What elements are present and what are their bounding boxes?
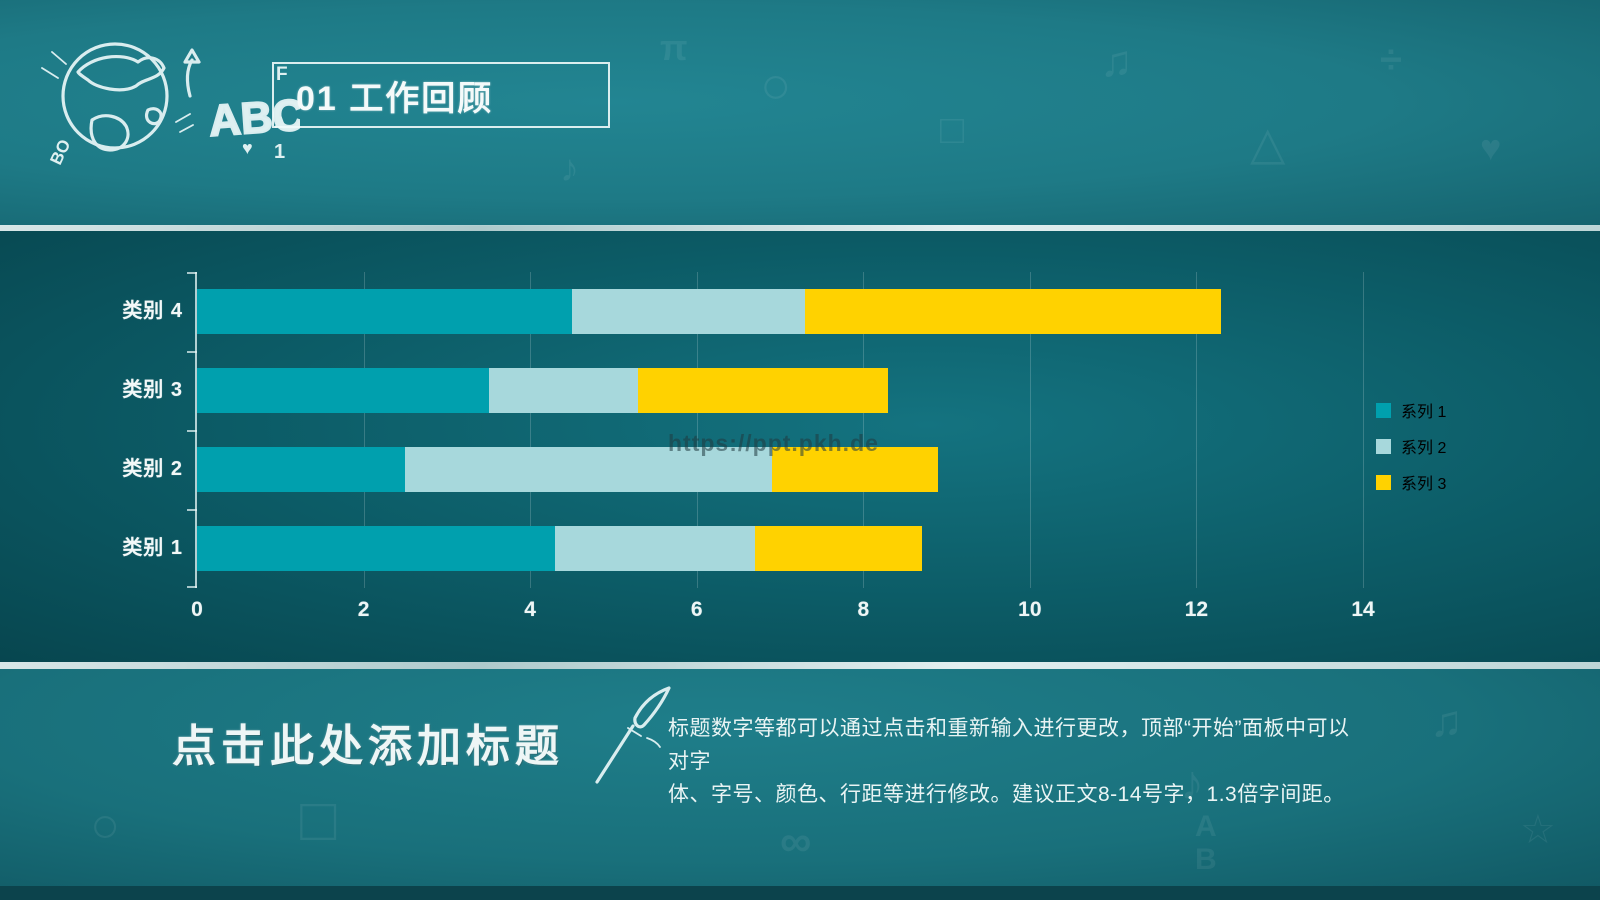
bar-segment-series-2 — [571, 289, 805, 334]
x-tick-label: 2 — [357, 598, 370, 621]
svg-text:♥: ♥ — [242, 138, 253, 158]
paintbrush-doodle-icon — [595, 686, 671, 784]
legend-swatch — [1376, 402, 1391, 418]
footer-title-placeholder[interactable]: 点击此处添加标题 — [172, 722, 564, 771]
bar-segment-series-2 — [405, 447, 772, 492]
y-axis-tick — [187, 586, 197, 588]
legend-label: 系列 3 — [1401, 476, 1447, 493]
category-label: 类别 1 — [122, 537, 183, 559]
globe-abc-doodle-icon: ABC F A ♥ 1 BO — [41, 42, 300, 168]
category-label: 类别 3 — [122, 379, 183, 401]
bottom-edge-strip — [0, 886, 1600, 900]
x-tick-label: 0 — [191, 598, 203, 621]
x-tick-label: 14 — [1351, 598, 1375, 621]
category-label: 类别 4 — [122, 300, 183, 322]
x-tick-label: 12 — [1184, 598, 1209, 621]
x-tick-label: 10 — [1018, 598, 1042, 621]
bar-segment-series-1 — [197, 447, 406, 492]
y-axis-tick — [187, 430, 197, 432]
gridline — [530, 272, 532, 588]
section-title: 01 工作回顾 — [296, 79, 494, 118]
gridline — [1029, 272, 1031, 588]
bar-segment-series-3 — [638, 368, 889, 413]
bar-segment-series-2 — [555, 526, 755, 571]
svg-text:BO: BO — [46, 137, 74, 168]
legend-item: 系列 3 — [1376, 464, 1446, 500]
bar-segment-series-1 — [197, 368, 489, 413]
bar-segment-series-3 — [804, 289, 1222, 334]
x-tick-label: 6 — [690, 598, 703, 621]
bar-row — [197, 289, 1363, 334]
bar-segment-series-1 — [197, 289, 572, 334]
y-axis-tick — [187, 351, 197, 353]
gridline — [363, 272, 365, 588]
legend-swatch — [1376, 438, 1391, 454]
x-tick-label: 8 — [857, 598, 870, 621]
bar-segment-series-1 — [197, 526, 556, 571]
y-axis-tick — [187, 509, 197, 511]
legend-label: 系列 1 — [1401, 404, 1447, 421]
bar-row — [197, 526, 1363, 571]
footer-body-line-1: 标题数字等都可以通过点击和重新输入进行更改，顶部“开始”面板中可以对字 — [668, 717, 1350, 773]
footer-body-line-2: 体、字号、颜色、行距等进行修改。建议正文8-14号字，1.3倍字间距。 — [668, 783, 1345, 806]
legend-item: 系列 2 — [1376, 428, 1446, 464]
svg-text:F: F — [276, 64, 288, 85]
stacked-bar-chart[interactable]: 0 2 4 6 8 10 12 14 类别 4 类别 3 类别 2 类别 1 — [122, 272, 1375, 621]
y-axis-tick — [187, 272, 197, 274]
category-label: 类别 2 — [122, 458, 183, 480]
legend-item: 系列 1 — [1376, 392, 1446, 428]
svg-text:1: 1 — [274, 141, 285, 163]
legend-label: 系列 2 — [1401, 440, 1447, 457]
top-band — [0, 0, 1600, 226]
bottom-band — [0, 669, 1600, 886]
bar-segment-series-2 — [488, 368, 639, 413]
chart-legend: 系列 1 系列 2 系列 3 — [1376, 392, 1446, 500]
bar-segment-series-3 — [755, 526, 922, 571]
gridline — [1196, 272, 1198, 588]
section-title-box[interactable]: 01 工作回顾 — [272, 62, 610, 128]
gridline — [1363, 272, 1364, 588]
gridline — [863, 272, 865, 588]
gridline — [696, 272, 698, 588]
legend-swatch — [1376, 474, 1391, 490]
svg-text:ABC: ABC — [207, 90, 300, 146]
bar-row — [197, 447, 1363, 492]
x-tick-label: 4 — [524, 598, 536, 621]
chalk-divider-top — [0, 225, 1600, 231]
watermark-text: https://ppt.pkh.de — [668, 430, 879, 456]
bar-row — [197, 368, 1363, 413]
footer-body-text[interactable]: 标题数字等都可以通过点击和重新输入进行更改，顶部“开始”面板中可以对字 体、字号… — [668, 712, 1368, 811]
chalk-divider-bottom — [0, 662, 1600, 669]
bar-segment-series-3 — [771, 447, 939, 492]
